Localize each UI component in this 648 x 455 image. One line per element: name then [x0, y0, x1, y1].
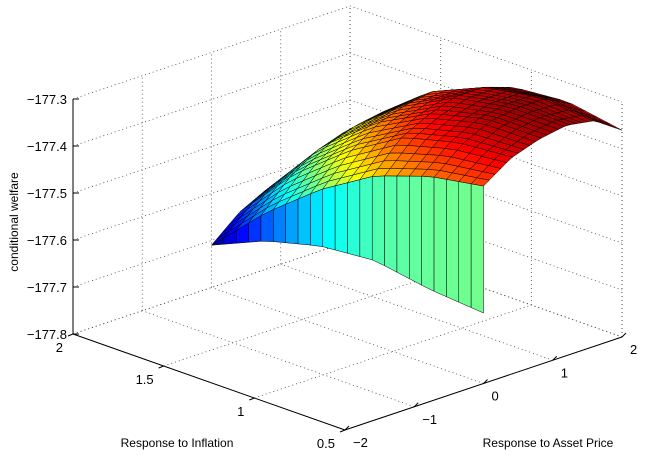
grid-line [211, 287, 484, 384]
surface-patch [322, 185, 336, 251]
surface-patch [396, 175, 410, 280]
grid-line [280, 263, 553, 361]
x-axis-label: Response to Asset Price [483, 436, 614, 450]
grid-line [254, 304, 532, 399]
x-tick-mark [344, 425, 350, 431]
y-tick-label: 2 [56, 340, 63, 355]
x-tick-mark [483, 379, 488, 384]
y-axis-label: Response to Inflation [121, 436, 234, 450]
surface-patch [371, 175, 385, 267]
surface-patch [384, 175, 398, 273]
y-tick-label: 0.5 [317, 436, 335, 451]
y-tick-mark [158, 365, 164, 369]
surface-patch [273, 203, 286, 244]
tick-labels: −2 −1 0 1 2 0.5 1 1.5 2 −177.3 −177.4 −177.5 −177.6 −… [27, 92, 637, 451]
x-tick-mark [621, 332, 627, 338]
z-tick-label: −177.8 [27, 327, 67, 342]
x-tick-label: −2 [353, 435, 368, 450]
y-axis-line [72, 333, 346, 431]
surface-patch [285, 198, 299, 245]
x-tick-label: 1 [561, 365, 568, 380]
grid-line [163, 272, 441, 367]
y-tick-mark [67, 333, 74, 337]
z-tick-label: −177.4 [27, 139, 67, 154]
grid-line [142, 310, 415, 408]
surface-patch [470, 183, 484, 314]
surface-patch [297, 193, 311, 246]
surface-patch [409, 175, 422, 286]
x-tick-mark [413, 402, 419, 408]
z-axis-label: conditional welfare [7, 172, 21, 272]
welfare-surface [211, 86, 623, 314]
surface-patch [433, 176, 447, 298]
x-tick-label: 0 [492, 389, 499, 404]
surface-patch [421, 175, 435, 292]
y-tick-label: 1 [237, 404, 244, 419]
y-tick-label: 1.5 [136, 372, 154, 387]
surface-patch [347, 179, 361, 257]
z-tick-label: −177.3 [27, 92, 67, 107]
surface-patch [310, 188, 324, 247]
z-tick-label: −177.7 [27, 280, 67, 295]
grid-line [72, 240, 623, 338]
x-tick-label: −1 [422, 412, 437, 427]
x-tick-mark [552, 355, 558, 361]
x-tick-label: 2 [630, 342, 637, 357]
surface-patch [458, 181, 472, 308]
surface-patch [359, 176, 373, 261]
z-tick-label: −177.6 [27, 233, 67, 248]
grid-line [72, 5, 623, 103]
y-tick-mark [249, 397, 255, 401]
y-tick-mark [339, 429, 346, 433]
surface-patch [446, 179, 460, 303]
z-tick-label: −177.5 [27, 186, 67, 201]
surface-patch [334, 182, 348, 254]
grid-line [72, 99, 623, 197]
